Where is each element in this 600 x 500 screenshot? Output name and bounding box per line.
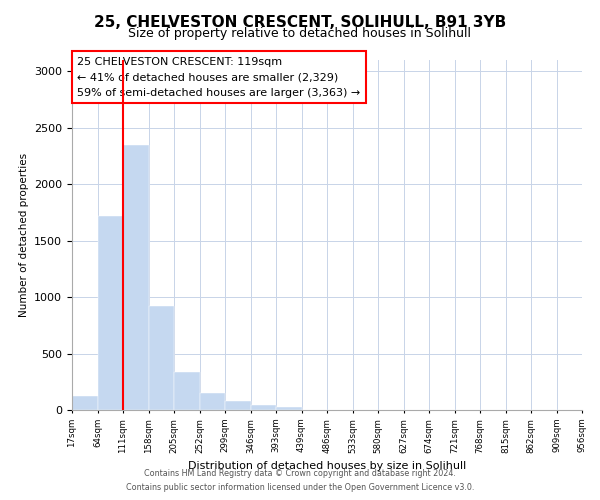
Bar [251,406,276,410]
Bar [225,401,251,410]
Y-axis label: Number of detached properties: Number of detached properties [19,153,29,317]
Bar [123,144,149,410]
Bar [97,216,123,410]
Text: 25 CHELVESTON CRESCENT: 119sqm
← 41% of detached houses are smaller (2,329)
59% : 25 CHELVESTON CRESCENT: 119sqm ← 41% of … [77,56,361,98]
X-axis label: Distribution of detached houses by size in Solihull: Distribution of detached houses by size … [188,461,466,471]
Bar [174,372,199,410]
Text: Size of property relative to detached houses in Solihull: Size of property relative to detached ho… [128,28,472,40]
Bar [72,396,97,410]
Bar [149,306,174,410]
Text: 25, CHELVESTON CRESCENT, SOLIHULL, B91 3YB: 25, CHELVESTON CRESCENT, SOLIHULL, B91 3… [94,15,506,30]
Text: Contains HM Land Registry data © Crown copyright and database right 2024.: Contains HM Land Registry data © Crown c… [144,468,456,477]
Bar [199,392,225,410]
Bar [276,406,302,410]
Text: Contains public sector information licensed under the Open Government Licence v3: Contains public sector information licen… [126,484,474,492]
